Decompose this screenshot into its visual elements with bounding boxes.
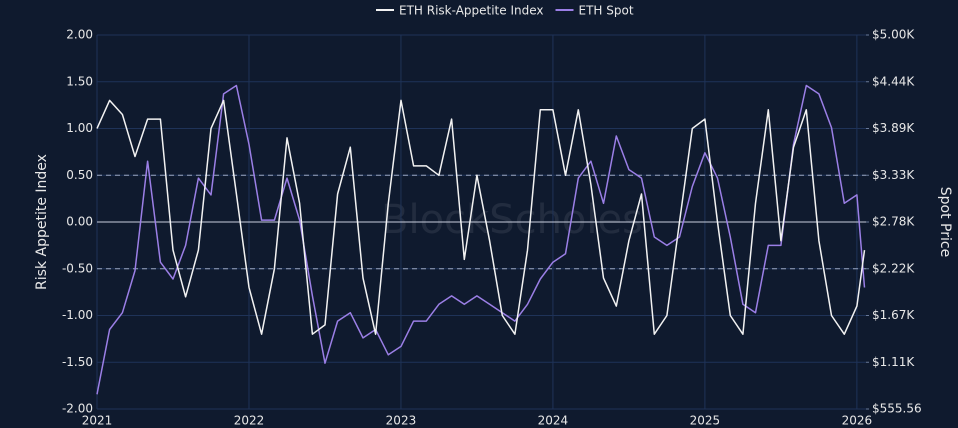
x-tick-label: 2026	[842, 414, 873, 428]
x-tick-label: 2022	[234, 414, 265, 428]
y2-tick-label: $3.89K	[872, 121, 915, 135]
y-tick-label: -1.50	[62, 355, 93, 369]
legend-label: ETH Risk-Appetite Index	[399, 4, 544, 18]
y-tick-label: -1.00	[62, 308, 93, 322]
y-tick-label: 2.00	[66, 28, 93, 42]
series-line	[96, 99, 866, 335]
legend-label: ETH Spot	[579, 4, 634, 18]
x-tick-label: 2023	[386, 414, 417, 428]
y-tick-label: 1.50	[66, 74, 93, 88]
series-line	[96, 84, 866, 395]
x-tick-label: 2024	[538, 414, 569, 428]
y2-tick-label: $2.22K	[872, 261, 915, 275]
y2-tick-label: $2.78K	[872, 215, 915, 229]
y-tick-label: 0.50	[66, 168, 93, 182]
y-axis-label: Risk Appetite Index	[34, 154, 50, 290]
y-tick-label: -2.00	[62, 402, 93, 416]
y2-tick-label: $5.00K	[872, 28, 915, 42]
watermark: BlockScholes	[381, 197, 643, 243]
x-tick-label: 2021	[82, 414, 113, 428]
y2-axis-label: Spot Price	[937, 187, 953, 257]
y2-tick-label: $3.33K	[872, 168, 915, 182]
y2-tick-label: $1.11K	[872, 355, 915, 369]
y2-tick-label: $555.56	[872, 402, 922, 416]
y-tick-label: -0.50	[62, 261, 93, 275]
y-tick-label: 1.00	[66, 121, 93, 135]
y-tick-label: 0.00	[66, 215, 93, 229]
y2-tick-label: $4.44K	[872, 74, 915, 88]
y2-tick-label: $1.67K	[872, 308, 915, 322]
x-tick-label: 2025	[690, 414, 721, 428]
